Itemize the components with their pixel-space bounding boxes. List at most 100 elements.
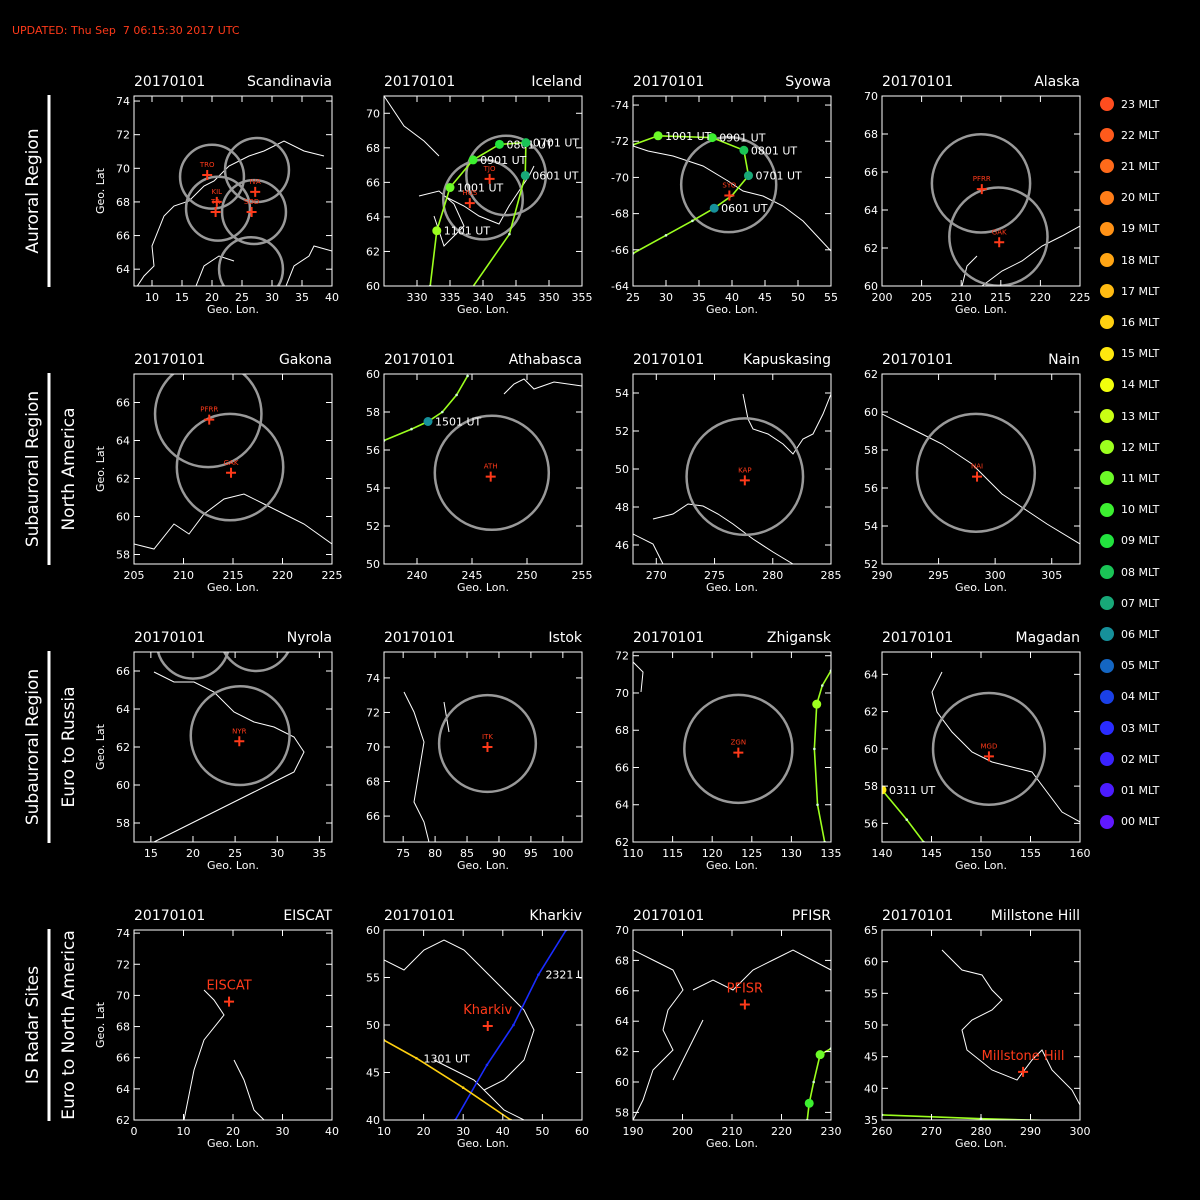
legend-label: 15 MLT (1121, 347, 1160, 361)
x-tick-label: 40 (725, 291, 739, 304)
coastline (633, 949, 831, 1120)
x-axis-label: Geo. Lon. (207, 1137, 259, 1150)
x-tick-label: 85 (460, 847, 474, 860)
panel-nyrola: NYR 20170101 Nyrola 15 20 25 30 35 58 60 62 64 66 Geo… (94, 630, 333, 872)
coastline (633, 145, 831, 252)
legend-label: 11 MLT (1121, 471, 1160, 485)
x-tick-label: 220 (1030, 291, 1051, 304)
y-tick-label: -64 (611, 280, 629, 293)
y-tick-label: 68 (116, 196, 130, 209)
x-tick-label: 215 (990, 291, 1011, 304)
panel-plot-area: NAI (882, 412, 1080, 545)
legend-label: 18 MLT (1121, 253, 1160, 267)
track-time-label: 1001 UT (665, 130, 712, 143)
fov-circle (465, 134, 548, 217)
fov-circle (679, 135, 778, 234)
y-tick-label: 68 (366, 776, 380, 789)
x-tick-label: 20 (205, 291, 219, 304)
x-tick-label: 230 (821, 1125, 842, 1138)
site-marker: SOD (244, 198, 259, 218)
fov-circle (175, 412, 285, 522)
fov-circle (433, 414, 551, 532)
panel-plot-area: ZGN (633, 661, 831, 842)
track-marker (520, 170, 530, 180)
y-tick-label: 60 (366, 368, 380, 381)
legend-color-dot (1100, 159, 1114, 174)
site-star-icon (994, 237, 1005, 248)
panel-plot-area: PFRR GAK (134, 374, 332, 550)
y-tick-label: 56 (864, 482, 878, 495)
legend-color-dot (1100, 221, 1114, 236)
x-tick-label: 60 (575, 1125, 589, 1138)
track-dot (820, 684, 824, 687)
x-tick-label: 10 (377, 1125, 391, 1138)
site-marker: SYO (722, 182, 737, 201)
y-axis-label: Geo. Lat (94, 167, 107, 214)
site-marker: Kharkiv (463, 1003, 513, 1031)
fov-circle (178, 143, 246, 210)
y-tick-label: 70 (116, 989, 130, 1002)
legend-item: 10 MLT (1100, 498, 1159, 522)
x-tick-label: 205 (911, 291, 932, 304)
x-tick-label: 35 (295, 291, 309, 304)
legend-item: 20 MLT (1100, 186, 1159, 210)
track-dot (466, 374, 469, 378)
legend-label: 09 MLT (1121, 534, 1160, 548)
panel-pfisr: PFISR 20170101 PFISR 190 200 210 220 230 58 60 62 6… (615, 908, 842, 1150)
x-tick-label: 115 (662, 847, 683, 860)
y-tick-label: 50 (366, 1019, 380, 1032)
fov-circle (189, 684, 291, 787)
fov-circle (222, 652, 290, 673)
track-marker (468, 155, 478, 165)
track-time-label: 0901 UT (719, 132, 766, 145)
legend-label: 14 MLT (1121, 378, 1160, 392)
track-marker (882, 785, 887, 795)
x-tick-label: 245 (462, 569, 483, 582)
legend-color-dot (1100, 783, 1114, 798)
legend-color-dot (1100, 315, 1114, 330)
legend-label: 10 MLT (1121, 503, 1160, 517)
fov-circle (930, 133, 1032, 234)
panel-title: Magadan (1016, 630, 1080, 646)
fov-circle (437, 693, 538, 794)
y-tick-label: 52 (864, 558, 878, 571)
y-tick-label: 62 (116, 741, 130, 754)
site-label: KAP (738, 466, 751, 474)
track-dot (441, 410, 444, 414)
x-tick-label: 305 (1041, 569, 1062, 582)
x-axis-label: Geo. Lon. (457, 303, 509, 316)
x-tick-label: 280 (762, 569, 783, 582)
legend-item: 01 MLT (1100, 778, 1159, 802)
fov-circle (223, 136, 291, 204)
y-tick-label: 66 (366, 176, 380, 189)
y-tick-label: 68 (615, 954, 629, 967)
panel-frame (133, 95, 333, 287)
track-marker (815, 1050, 825, 1060)
y-tick-label: 48 (615, 501, 629, 514)
x-tick-label: 155 (1020, 847, 1041, 860)
row-label-text: Euro to North America (59, 930, 79, 1119)
y-tick-label: 70 (615, 924, 629, 937)
y-tick-label: -72 (611, 135, 629, 148)
row-label-text: IS Radar Sites (23, 966, 43, 1084)
site-star-icon (1018, 1066, 1029, 1077)
legend-color-dot (1100, 409, 1114, 423)
panel-date: 20170101 (882, 352, 953, 368)
track-marker (495, 139, 504, 149)
panel-title: Nain (1048, 352, 1080, 368)
legend-item: 17 MLT (1100, 279, 1159, 303)
y-tick-label: 64 (116, 1083, 130, 1096)
site-star-icon (724, 190, 735, 201)
panel-title: Nyrola (287, 630, 332, 646)
track-time-label: 1301 UT (423, 1052, 470, 1065)
site-marker: NYR (232, 727, 247, 747)
satellite-track (882, 789, 925, 842)
site-label: NAI (971, 463, 983, 471)
x-tick-label: 25 (228, 847, 242, 860)
panel-frame (133, 373, 333, 565)
x-tick-label: 30 (265, 291, 279, 304)
panel-frame (632, 651, 832, 843)
y-tick-label: 74 (366, 672, 380, 685)
